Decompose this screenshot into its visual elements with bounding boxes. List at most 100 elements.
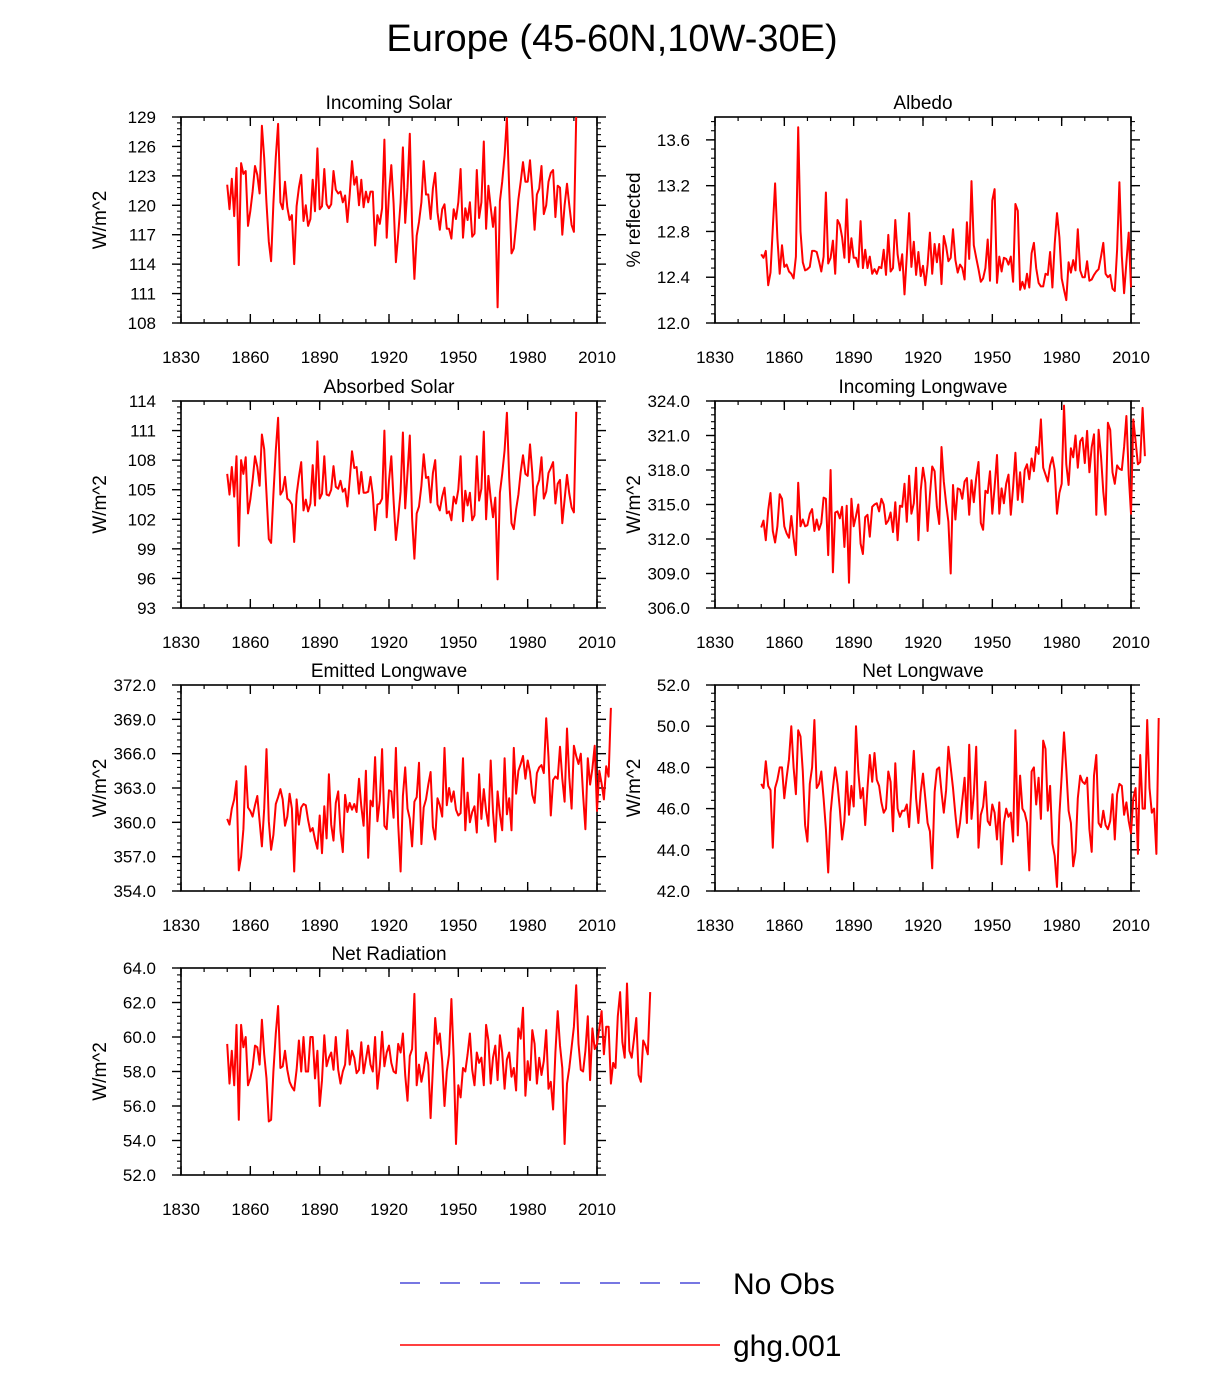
absorbed-solar-y-tick-label: 111 bbox=[130, 422, 156, 441]
net-radiation-panel: Net Radiation 1830 1860 1890 1920 1950 1980 201… bbox=[90, 944, 652, 1219]
absorbed-solar-y-tick-label: 93 bbox=[137, 599, 156, 618]
net-radiation-x-tick-label: 1830 bbox=[162, 1200, 200, 1219]
albedo-title: Albedo bbox=[893, 93, 952, 114]
net-longwave-y-tick-label: 48.0 bbox=[657, 758, 690, 777]
net-radiation-y-tick-label: 54.0 bbox=[123, 1132, 156, 1151]
incoming-longwave-panel: Incoming Longwave 1830 1860 1890 1920 1950 198… bbox=[624, 377, 1150, 652]
absorbed-solar-x-tick-label: 1980 bbox=[509, 633, 547, 652]
incoming-solar-y-tick-label: 120 bbox=[128, 196, 156, 215]
emitted-longwave-x-tick-label: 2010 bbox=[578, 916, 616, 935]
incoming-longwave-y-tick-label: 321.0 bbox=[647, 427, 690, 446]
emitted-longwave-frame bbox=[180, 684, 598, 892]
emitted-longwave-y-tick-label: 366.0 bbox=[113, 745, 156, 764]
absorbed-solar-y-tick-label: 114 bbox=[129, 392, 156, 411]
incoming-solar-y-tick-label: 117 bbox=[129, 226, 156, 245]
incoming-longwave-y-tick-label: 315.0 bbox=[647, 496, 690, 515]
net-radiation-y-tick-label: 64.0 bbox=[123, 959, 156, 978]
incoming-longwave-y-axis-label: W/m^2 bbox=[624, 475, 645, 534]
emitted-longwave-y-tick-label: 363.0 bbox=[113, 779, 156, 798]
absorbed-solar-x-tick-label: 1860 bbox=[231, 633, 269, 652]
incoming-longwave-frame bbox=[714, 400, 1132, 609]
net-longwave-y-axis-label: W/m^2 bbox=[624, 759, 645, 818]
net-longwave-y-tick-label: 42.0 bbox=[657, 882, 690, 901]
absorbed-solar-x-tick-label: 1890 bbox=[301, 633, 339, 652]
emitted-longwave-series-line bbox=[226, 707, 612, 873]
net-radiation-x-tick-label: 1980 bbox=[509, 1200, 547, 1219]
incoming-solar-x-tick-label: 1860 bbox=[231, 348, 269, 367]
albedo-x-tick-label: 1950 bbox=[973, 348, 1011, 367]
figure-title: Europe (45-60N,10W-30E) bbox=[386, 18, 838, 60]
incoming-longwave-title: Incoming Longwave bbox=[839, 377, 1008, 398]
net-radiation-y-tick-label: 62.0 bbox=[123, 994, 156, 1013]
net-radiation-y-tick-label: 56.0 bbox=[123, 1097, 156, 1116]
incoming-longwave-y-tick-label: 318.0 bbox=[647, 461, 690, 480]
albedo-x-tick-label: 1830 bbox=[696, 348, 734, 367]
net-radiation-title: Net Radiation bbox=[331, 944, 446, 965]
emitted-longwave-title: Emitted Longwave bbox=[311, 661, 467, 682]
net-radiation-y-axis-label: W/m^2 bbox=[90, 1042, 111, 1101]
albedo-y-tick-label: 13.2 bbox=[657, 177, 690, 196]
net-longwave-x-tick-label: 1980 bbox=[1043, 916, 1081, 935]
net-radiation-x-tick-label: 1860 bbox=[231, 1200, 269, 1219]
net-longwave-x-tick-label: 2010 bbox=[1112, 916, 1150, 935]
incoming-longwave-x-tick-label: 1980 bbox=[1043, 633, 1081, 652]
absorbed-solar-series-line bbox=[226, 411, 578, 581]
net-longwave-x-tick-label: 1950 bbox=[973, 916, 1011, 935]
incoming-longwave-y-tick-label: 306.0 bbox=[647, 599, 690, 618]
absorbed-solar-y-axis-label: W/m^2 bbox=[90, 475, 111, 534]
incoming-solar-y-tick-label: 114 bbox=[129, 255, 156, 274]
incoming-solar-y-tick-label: 123 bbox=[128, 167, 156, 186]
incoming-solar-y-tick-label: 111 bbox=[130, 285, 156, 304]
incoming-solar-y-axis-label: W/m^2 bbox=[90, 191, 111, 250]
incoming-longwave-y-tick-label: 312.0 bbox=[647, 530, 690, 549]
net-longwave-y-tick-label: 52.0 bbox=[657, 676, 690, 695]
absorbed-solar-x-tick-label: 2010 bbox=[578, 633, 616, 652]
incoming-longwave-x-tick-label: 1890 bbox=[835, 633, 873, 652]
net-longwave-title: Net Longwave bbox=[862, 661, 983, 682]
incoming-longwave-x-tick-label: 1830 bbox=[696, 633, 734, 652]
incoming-solar-title: Incoming Solar bbox=[326, 93, 453, 114]
absorbed-solar-title: Absorbed Solar bbox=[324, 377, 456, 398]
emitted-longwave-y-tick-label: 354.0 bbox=[113, 882, 156, 901]
incoming-longwave-y-tick-label: 309.0 bbox=[647, 565, 690, 584]
absorbed-solar-y-tick-label: 99 bbox=[137, 540, 156, 559]
emitted-longwave-x-tick-label: 1860 bbox=[231, 916, 269, 935]
albedo-x-tick-label: 1920 bbox=[904, 348, 942, 367]
emitted-longwave-x-tick-label: 1980 bbox=[509, 916, 547, 935]
incoming-longwave-x-tick-label: 2010 bbox=[1112, 633, 1150, 652]
incoming-solar-series-line bbox=[226, 116, 578, 309]
albedo-x-tick-label: 1890 bbox=[835, 348, 873, 367]
incoming-solar-x-tick-label: 1950 bbox=[439, 348, 477, 367]
emitted-longwave-y-axis-label: W/m^2 bbox=[90, 759, 111, 818]
incoming-longwave-x-tick-label: 1950 bbox=[973, 633, 1011, 652]
incoming-solar-x-tick-label: 2010 bbox=[578, 348, 616, 367]
incoming-solar-x-tick-label: 1920 bbox=[370, 348, 408, 367]
legend-label-no-obs: No Obs bbox=[733, 1268, 835, 1301]
legend-label-ghg-001: ghg.001 bbox=[733, 1330, 841, 1363]
absorbed-solar-y-tick-label: 102 bbox=[128, 510, 156, 529]
albedo-y-tick-label: 12.0 bbox=[657, 314, 690, 333]
emitted-longwave-x-tick-label: 1950 bbox=[439, 916, 477, 935]
emitted-longwave-panel: Emitted Longwave 1830 1860 1890 1920 1950 1980… bbox=[90, 661, 616, 935]
absorbed-solar-x-tick-label: 1830 bbox=[162, 633, 200, 652]
net-radiation-x-tick-label: 1890 bbox=[301, 1200, 339, 1219]
albedo-y-tick-label: 12.4 bbox=[657, 268, 690, 287]
net-longwave-x-tick-label: 1830 bbox=[696, 916, 734, 935]
incoming-longwave-x-tick-label: 1920 bbox=[904, 633, 942, 652]
incoming-longwave-x-tick-label: 1860 bbox=[765, 633, 803, 652]
net-radiation-x-tick-label: 2010 bbox=[578, 1200, 616, 1219]
incoming-longwave-y-tick-label: 324.0 bbox=[647, 392, 690, 411]
absorbed-solar-y-tick-label: 96 bbox=[137, 569, 156, 588]
net-longwave-frame bbox=[714, 684, 1132, 892]
albedo-x-tick-label: 2010 bbox=[1112, 348, 1150, 367]
net-longwave-series-line bbox=[760, 717, 1160, 888]
albedo-y-tick-label: 13.6 bbox=[657, 131, 690, 150]
incoming-solar-x-tick-label: 1830 bbox=[162, 348, 200, 367]
incoming-solar-y-tick-label: 108 bbox=[128, 314, 156, 333]
net-longwave-panel: Net Longwave 1830 1860 1890 1920 1950 1980 2010… bbox=[624, 661, 1160, 935]
absorbed-solar-x-tick-label: 1950 bbox=[439, 633, 477, 652]
emitted-longwave-y-tick-label: 369.0 bbox=[113, 710, 156, 729]
legend: No Obs ghg.001 bbox=[400, 1268, 841, 1363]
net-longwave-y-tick-label: 46.0 bbox=[657, 800, 690, 819]
